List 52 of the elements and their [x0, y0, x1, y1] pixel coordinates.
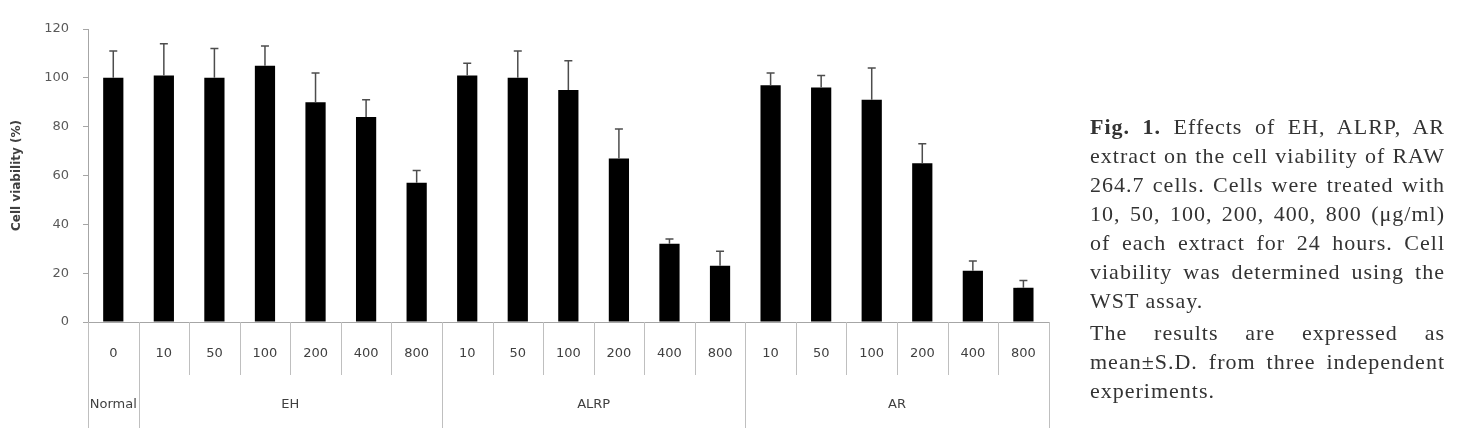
text: AR [888, 396, 906, 412]
bar [659, 243, 680, 322]
x-tick-label: 800 [707, 345, 733, 361]
x-tick-label: 400 [657, 345, 682, 361]
x-tick-label: 10 [762, 345, 779, 361]
y-tick-label: 40 [52, 215, 69, 231]
bar [861, 99, 882, 322]
text: Normal [89, 396, 137, 412]
x-tick-label: 800 [404, 345, 430, 361]
x-tick-label: 100 [555, 345, 581, 361]
bar [153, 75, 174, 322]
x-tick-label: 10 [458, 345, 476, 361]
bar [457, 75, 478, 322]
bar [204, 77, 225, 322]
x-tick-label: 200 [303, 345, 328, 361]
x-tick-label: 0 [109, 345, 118, 361]
x-tick-label: 10 [155, 345, 173, 361]
bar [103, 77, 124, 322]
x-tick-label: 50 [812, 345, 830, 361]
bar [507, 77, 528, 322]
x-tick-label: 400 [353, 345, 379, 361]
x-tick-label: 100 [252, 345, 278, 361]
bar [558, 90, 579, 322]
bar [912, 163, 933, 322]
y-tick-label: 60 [52, 166, 69, 182]
caption: Fig. 1. Effects of EH, ALRP, AR extract on the cell viability of RAW 264.7 cells. Cells were treated with 10, 50, 100, 200, 400, 800 (μg/ml) of each extract for 24 hours. Cell viability was determined using the WST assay. [1090, 113, 1445, 315]
x-tick-label: 200 [909, 345, 935, 361]
x-tick-label: 50 [509, 345, 527, 361]
bar [608, 158, 630, 322]
y-tick-label: 20 [52, 264, 69, 280]
x-tick-label: 800 [1011, 345, 1036, 361]
x-tick-label: 200 [606, 345, 632, 361]
text: EH [281, 396, 300, 412]
x-tick-label: 400 [960, 345, 986, 361]
text: ALRP [577, 396, 611, 412]
x-tick-label: 50 [206, 345, 223, 361]
bar [1013, 287, 1034, 322]
bar [962, 270, 983, 322]
bar [709, 265, 731, 322]
bar [406, 182, 427, 322]
y-tick-label: 100 [44, 69, 69, 85]
y-tick-label: 80 [52, 118, 69, 134]
y-tick-label: 0 [60, 313, 69, 329]
bar [760, 85, 781, 322]
y-axis-title: Cell viability (%) [9, 119, 24, 232]
x-tick-label: 100 [859, 345, 885, 361]
bar [305, 102, 326, 322]
bar [355, 116, 377, 322]
bar [811, 87, 832, 322]
text: The results are expressed as mean±S.D. from three independent experiments. [1090, 319, 1445, 405]
bar [254, 65, 276, 322]
y-tick-label: 120 [44, 20, 69, 36]
